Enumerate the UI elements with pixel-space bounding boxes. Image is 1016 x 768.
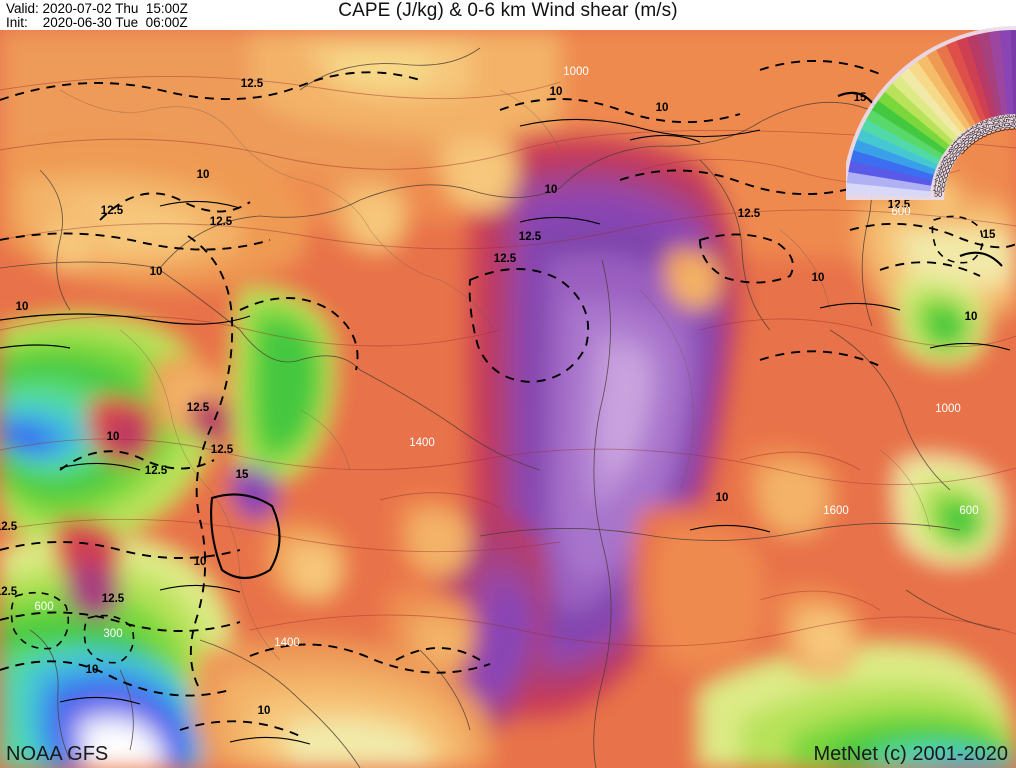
colorbar-band-1200	[892, 74, 958, 142]
colorbar-fan[interactable]: 5010015020030040050060070080010001200140…	[846, 0, 1016, 200]
colorbar-band-300	[853, 138, 936, 175]
colorbar-band-800	[878, 91, 950, 150]
colorbar-tick-300: 300	[935, 168, 949, 180]
colorbar-tick-3250: 3250	[996, 115, 1008, 132]
colorbar-tick-3500: 3500	[1001, 114, 1012, 131]
colorbar-band-1400	[900, 67, 962, 138]
colorbar-tick-labels: 5010015020030040050060070080010001200140…	[932, 114, 1016, 199]
colorbar-band-400	[857, 128, 938, 170]
colorbar-band-3000	[967, 34, 998, 118]
colorbar-band-4000	[1010, 30, 1016, 115]
init-time-text: Init: 2020-06-30 Tue 06:00Z	[6, 15, 188, 30]
colorbar-band-700	[871, 99, 947, 155]
colorbar-band-1600	[908, 60, 967, 134]
colorbar-tick-50: 50	[934, 189, 943, 199]
cape-shear-field	[0, 30, 1016, 768]
colorbar-band-2750	[956, 36, 992, 120]
colorbar-band-3750	[999, 30, 1014, 115]
colorbar-tick-3750: 3750	[1007, 114, 1016, 131]
colorbar-band-50	[846, 181, 931, 197]
colorbar-band-150	[848, 160, 933, 186]
colorbar-band-100	[846, 170, 932, 192]
header-bar: Valid: 2020-07-02 Thu 15:00Z Init: 2020-…	[0, 0, 1016, 30]
valid-time-text: Valid: 2020-07-02 Thu 15:00Z	[6, 1, 188, 16]
colorbar-band-600	[866, 109, 944, 160]
page-title: CAPE (J/kg) & 0-6 km Wind shear (m/s)	[338, 0, 678, 21]
colorbar-tick-400: 400	[937, 163, 952, 176]
colorbar-band-3250	[977, 32, 1003, 117]
colorbar-band-200	[850, 149, 934, 181]
colorbar-tick-150: 150	[933, 178, 947, 189]
colorbar-band-1800	[917, 54, 972, 130]
colorbar-band-3500	[988, 30, 1009, 116]
model-credit: NOAA GFS	[6, 743, 109, 765]
colorbar-band-1000	[884, 82, 954, 146]
colorbar-band-500	[861, 118, 941, 165]
map-canvas[interactable]: 12.5 1000 10 10 15 10 12.5 12.5 10 12.5 12.5 600 12.…	[0, 30, 1016, 768]
colorbar-wedges	[846, 26, 1016, 200]
colorbar-tick-3000: 3000	[990, 116, 1003, 134]
colorbar-band-2250	[936, 44, 982, 125]
colorbar-tick-4000: 4000	[1012, 114, 1016, 130]
colorbar-tick-200: 200	[934, 173, 948, 185]
colorbar-legend[interactable]: 50 100 150 200 300 400 500 600 700 800 1000 1200 140…	[846, 0, 1016, 200]
colorbar-tick-100: 100	[932, 184, 945, 195]
colorbar-band-2500	[946, 40, 987, 122]
provider-credit: MetNet (c) 2001-2020	[813, 743, 1008, 765]
colorbar-band-2000	[926, 49, 977, 127]
